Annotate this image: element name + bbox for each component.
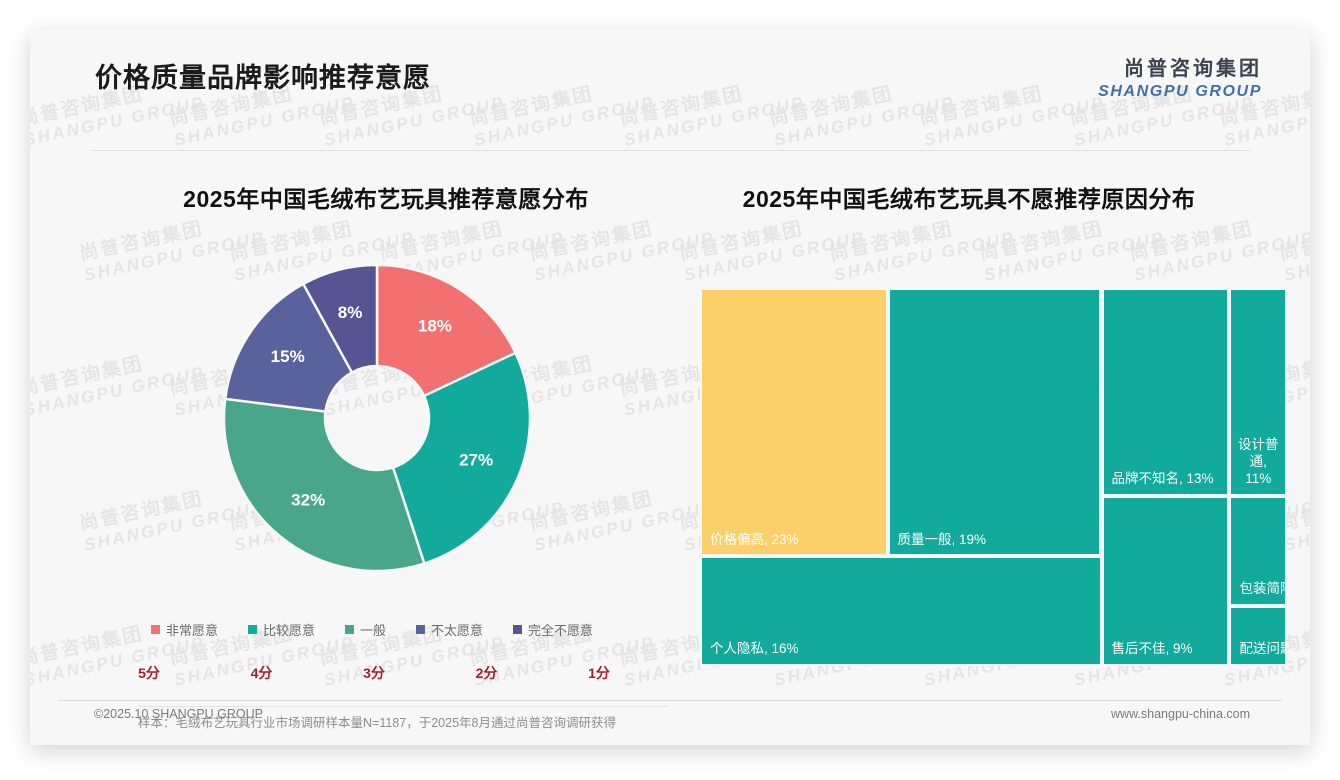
score-label-5分: 5分: [138, 665, 160, 681]
legend-label: 完全不愿意: [528, 623, 594, 638]
donut-slice-label: 18%: [418, 316, 452, 335]
legend-swatch-icon: [150, 625, 160, 634]
donut-slice-label: 15%: [271, 347, 305, 366]
score-label-3分: 3分: [363, 665, 385, 681]
page-title: 价格质量品牌影响推荐意愿: [95, 63, 431, 93]
slide-header: 价格质量品牌影响推荐意愿 尚普咨询集团 SHANGPU GROUP: [30, 30, 1310, 122]
legend-label: 一般: [359, 623, 386, 638]
treemap-tile-配送问题[interactable]: 配送问题, 3%: [1229, 605, 1287, 666]
right-chart-title: 2025年中国毛绒布艺玩具不愿推荐原因分布: [742, 186, 1196, 212]
treemap-tile-label: 售后不佳, 9%: [1111, 641, 1193, 657]
legend-item-比较愿意[interactable]: 比较愿意: [247, 620, 315, 639]
legend-swatch-icon: [247, 625, 257, 634]
treemap-tile-label: 质量一般, 19%: [897, 531, 987, 547]
donut-chart-svg: 18% 27% 32% 15% 8%: [222, 263, 532, 573]
legend-item-不太愿意[interactable]: 不太愿意: [416, 620, 483, 639]
treemap-chart: 价格偏高, 23% 质量一般, 19% 个人隐私, 16% 品牌不知名, 13% 设计普…: [700, 288, 1287, 666]
donut-slice-label: 27%: [459, 450, 493, 469]
left-chart-title: 2025年中国毛绒布艺玩具推荐意愿分布: [183, 186, 589, 212]
score-label-2分: 2分: [475, 665, 498, 681]
treemap-tile-label: 价格偏高, 23%: [710, 531, 799, 547]
donut-chart: 18% 27% 32% 15% 8%: [92, 248, 652, 618]
header-divider: [92, 150, 1250, 151]
treemap-tile-价格偏高[interactable]: 价格偏高, 23%: [700, 288, 888, 557]
logo-english-text: SHANGPU GROUP: [1098, 83, 1262, 100]
score-label-4分: 4分: [250, 665, 273, 681]
slide-card: 尚普咨询集团 SHANGPU GROUP 尚普咨询集团 SHANGPU GROUP 尚普…: [30, 30, 1310, 745]
treemap-tile-label: 包装简陋, 6%: [1239, 580, 1285, 596]
score-label-1分: 1分: [588, 665, 610, 681]
score-scale-row: 5分 4分 3分 2分 1分: [114, 663, 634, 683]
legend-label: 比较愿意: [262, 623, 315, 638]
donut-slice-非常愿意[interactable]: [375, 263, 518, 398]
legend-swatch-icon: [416, 625, 425, 634]
treemap-tile-label: 配送问题, 3%: [1239, 641, 1285, 657]
donut-legend: 非常愿意 比较愿意 一般 不太愿意 完全不愿意: [92, 620, 652, 639]
treemap-tile-设计普通[interactable]: 设计普通, 11%: [1229, 288, 1287, 496]
treemap-tile-label: 设计普通, 11%: [1237, 437, 1279, 487]
treemap-tile-售后不佳[interactable]: 售后不佳, 9%: [1101, 495, 1230, 666]
treemap-tile-包装简陋[interactable]: 包装简陋, 6%: [1229, 495, 1287, 606]
footnote-divider: [138, 706, 668, 707]
footer-website: www.shangpu-china.com: [1111, 707, 1250, 721]
panel-refusal-reasons: 2025年中国毛绒布艺玩具不愿推荐原因分布 价格偏高, 23% 质量一般, 19%…: [670, 180, 1287, 740]
donut-slice-完全不愿意[interactable]: [301, 263, 379, 375]
footer-divider: [58, 700, 1282, 701]
treemap-tile-label: 个人隐私, 16%: [710, 641, 799, 657]
donut-slice-label: 8%: [338, 303, 363, 322]
slide-footer: ©2025.10 SHANGPU GROUP www.shangpu-china…: [58, 705, 1282, 731]
treemap-tile-质量一般[interactable]: 质量一般, 19%: [887, 288, 1102, 557]
donut-slice-比较愿意[interactable]: [391, 351, 532, 566]
legend-item-完全不愿意[interactable]: 完全不愿意: [513, 620, 593, 639]
panel-recommendation-willingness: 2025年中国毛绒布艺玩具推荐意愿分布 18% 27% 32% 15% 8% 非常愿意 比…: [92, 180, 668, 740]
treemap-tile-品牌不知名[interactable]: 品牌不知名, 13%: [1101, 288, 1230, 496]
legend-swatch-icon: [513, 625, 523, 634]
logo-chinese-text: 尚普咨询集团: [1124, 58, 1262, 80]
treemap-tile-label: 品牌不知名, 13%: [1111, 471, 1214, 487]
footer-copyright: ©2025.10 SHANGPU GROUP: [94, 707, 263, 721]
legend-swatch-icon: [344, 625, 354, 634]
legend-item-一般[interactable]: 一般: [344, 620, 386, 639]
legend-item-非常愿意[interactable]: 非常愿意: [150, 620, 218, 639]
legend-label: 非常愿意: [165, 623, 218, 638]
donut-slice-一般[interactable]: [222, 397, 426, 573]
sample-footnote: 样本：毛绒布艺玩具行业市场调研样本量N=1187，于2025年8月通过尚普咨询调…: [138, 716, 616, 730]
treemap-tile-个人隐私[interactable]: 个人隐私, 16%: [700, 556, 1102, 666]
brand-logo: 尚普咨询集团 SHANGPU GROUP: [1098, 58, 1262, 101]
legend-label: 不太愿意: [431, 623, 484, 638]
donut-slice-label: 32%: [291, 491, 325, 510]
